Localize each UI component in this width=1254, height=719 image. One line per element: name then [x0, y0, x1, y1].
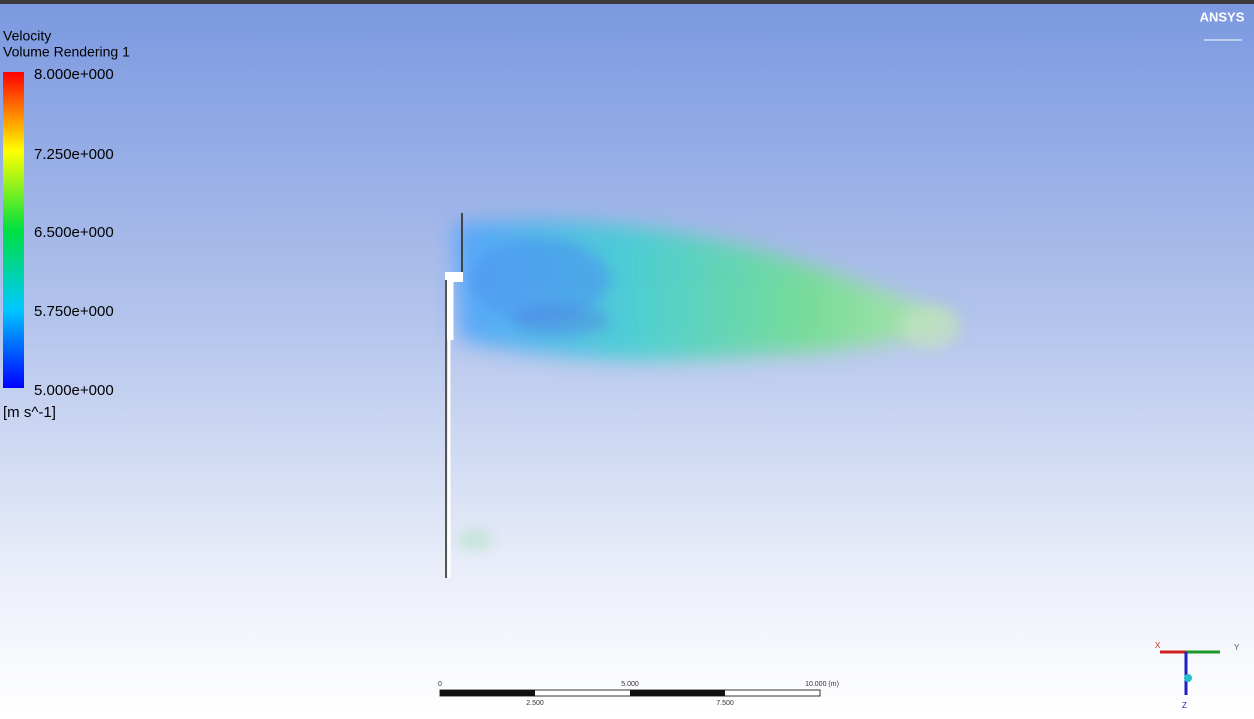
top-strip	[0, 0, 1254, 4]
scale-label: 0	[438, 681, 442, 688]
legend-unit: [m s^-1]	[3, 404, 56, 421]
wake-core	[510, 305, 610, 335]
viewport: Velocity Volume Rendering 1 8.000e+000 7…	[0, 0, 1254, 714]
axis-label: Z	[1182, 701, 1187, 710]
legend-label: 6.500e+000	[34, 224, 114, 241]
scale-label: 7.500	[716, 700, 734, 707]
legend-label: 8.000e+000	[34, 66, 114, 83]
scale-bar-segment	[630, 690, 725, 696]
logo: ANSYS	[1200, 9, 1245, 24]
scale-bar-segment	[440, 690, 535, 696]
wake-tail	[900, 306, 960, 350]
legend-label: 5.000e+000	[34, 382, 114, 399]
scale-label: 2.500	[526, 700, 544, 707]
scale-label: 5.000	[621, 681, 639, 688]
axis-origin	[1184, 674, 1192, 682]
axis-label: Y	[1234, 643, 1240, 652]
color-bar	[3, 72, 24, 388]
legend-label: 5.750e+000	[34, 303, 114, 320]
legend-title: Velocity	[3, 28, 51, 44]
scale-label: 10.000 (m)	[805, 681, 839, 688]
axis-label: X	[1155, 641, 1161, 650]
legend-subtitle: Volume Rendering 1	[3, 44, 130, 60]
legend-label: 7.250e+000	[34, 146, 114, 163]
wake-spot	[457, 530, 493, 550]
